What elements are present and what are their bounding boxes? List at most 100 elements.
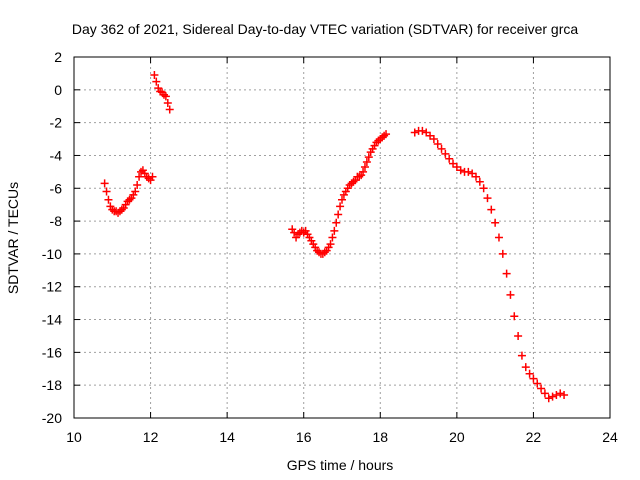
y-tick-label: -12 [42, 279, 62, 295]
data-point [491, 218, 500, 227]
x-tick-label: 20 [449, 429, 465, 445]
y-tick-label: -6 [50, 180, 63, 196]
data-point [418, 126, 427, 135]
data-point [494, 233, 503, 242]
axis-ticks: 10 12 14 16 18 20 22 2420-2-4-6-8-10-12-14-16-1… [42, 49, 618, 445]
data-point [159, 90, 168, 99]
x-tick-label: 18 [372, 429, 388, 445]
data-series [150, 71, 174, 114]
data-point [498, 249, 507, 258]
data-point [332, 218, 341, 227]
y-tick-label: -14 [42, 312, 62, 328]
data-point [556, 389, 565, 398]
x-tick-label: 24 [602, 429, 618, 445]
data-point [364, 153, 373, 162]
data-point [521, 363, 530, 372]
x-tick-label: 14 [219, 429, 235, 445]
data-point [433, 139, 442, 148]
data-point [510, 312, 519, 321]
data-point [540, 389, 549, 398]
data-series [100, 166, 157, 217]
grid-lines [74, 57, 610, 418]
data-point [382, 130, 391, 139]
y-tick-label: -8 [50, 213, 63, 229]
data-point [479, 184, 488, 193]
x-tick-label: 10 [66, 429, 82, 445]
y-tick-label: -10 [42, 246, 62, 262]
data-point [544, 394, 553, 403]
data-point [359, 167, 368, 176]
data-point [326, 240, 335, 249]
data-series [288, 130, 391, 258]
data-point [441, 149, 450, 158]
data-point [560, 391, 569, 400]
data-point [483, 194, 492, 203]
data-point [487, 205, 496, 214]
x-tick-label: 22 [526, 429, 542, 445]
y-tick-label: 2 [54, 49, 62, 65]
data-point [472, 172, 480, 181]
data-point [125, 195, 134, 204]
data-point [355, 172, 364, 181]
data-point [328, 233, 337, 242]
data-series [410, 126, 569, 403]
data-point [410, 128, 419, 137]
data-point [100, 179, 109, 188]
data-point [380, 131, 389, 140]
data-point [429, 135, 438, 144]
data-point [506, 290, 515, 299]
y-tick-label: -20 [42, 410, 62, 426]
data-point [517, 351, 526, 360]
data-point [362, 158, 371, 167]
data-point [349, 177, 358, 186]
data-point [336, 202, 345, 211]
data-point [117, 205, 126, 214]
data-point [135, 172, 144, 181]
data-point [108, 205, 117, 214]
data-point [338, 195, 346, 204]
y-tick-label: -2 [50, 115, 63, 131]
data-point [144, 174, 153, 183]
data-point [137, 167, 145, 176]
data-point [320, 248, 329, 257]
data-point [548, 392, 557, 401]
data-point [360, 162, 369, 171]
x-tick-label: 16 [296, 429, 312, 445]
plot-frame [73, 56, 611, 419]
data-point [133, 180, 142, 189]
data-point [330, 226, 339, 235]
data-point [502, 269, 511, 278]
data-point [152, 77, 161, 86]
data-point [456, 166, 465, 175]
data-point [104, 195, 113, 204]
data-point [148, 172, 157, 181]
data-point [334, 210, 343, 219]
x-axis-label: GPS time / hours [287, 457, 394, 473]
data-point [475, 177, 484, 186]
data-point [552, 391, 561, 400]
data-point [533, 379, 542, 388]
data-point [445, 154, 454, 163]
y-tick-label: -4 [50, 147, 63, 163]
data-point [437, 144, 446, 153]
chart-title: Day 362 of 2021, Sidereal Day-to-day VTE… [72, 21, 578, 37]
data-point [529, 374, 538, 383]
y-tick-label: -18 [42, 377, 62, 393]
data-point [163, 98, 172, 107]
data-point [150, 71, 159, 80]
data-point [537, 384, 546, 393]
y-axis-label: SDTVAR / TECUs [5, 182, 21, 294]
data-point [299, 228, 308, 237]
y-tick-label: -16 [42, 344, 62, 360]
data-points [100, 71, 569, 403]
data-point [165, 105, 174, 114]
data-point [102, 187, 111, 196]
data-point [464, 167, 473, 176]
x-tick-label: 12 [143, 429, 159, 445]
data-point [131, 187, 140, 196]
data-point [514, 331, 523, 340]
y-tick-label: 0 [54, 82, 62, 98]
data-point [525, 369, 534, 378]
data-point [161, 92, 170, 101]
